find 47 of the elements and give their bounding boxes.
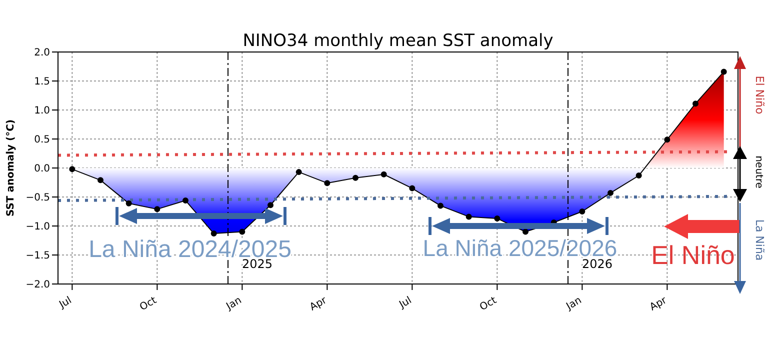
x-tick-label: Jul — [396, 295, 414, 312]
x-tick-label: Jan — [224, 295, 244, 313]
point — [380, 171, 387, 178]
point — [438, 202, 444, 209]
point — [636, 172, 642, 179]
chart-title: NINO34 monthly mean SST anomaly — [242, 31, 554, 51]
point — [324, 180, 330, 186]
point — [210, 230, 217, 237]
y-tick-label: 0.0 — [34, 164, 50, 175]
point — [692, 100, 698, 107]
point — [579, 208, 586, 214]
point — [608, 190, 614, 196]
point — [522, 228, 528, 235]
x-tick-label: Oct — [138, 295, 159, 314]
point — [239, 228, 246, 235]
point — [126, 200, 132, 206]
y-tick-label: −0.5 — [26, 192, 50, 204]
ref-line-label: 2026 — [582, 257, 613, 271]
point — [296, 169, 302, 176]
point — [494, 215, 500, 222]
point — [154, 206, 160, 212]
y-tick-label: 2.0 — [34, 48, 50, 59]
annotation: El Niño — [651, 240, 735, 270]
x-tick-label: Apr — [308, 294, 330, 314]
point — [268, 202, 274, 208]
y-tick-label: 1.0 — [34, 106, 50, 117]
y-tick-label: 0.5 — [34, 134, 50, 146]
text: La Niña — [753, 219, 766, 261]
point — [409, 185, 416, 192]
y-tick-label: 1.5 — [34, 76, 50, 88]
text: El Niño — [753, 76, 766, 115]
point — [69, 166, 76, 172]
point — [182, 197, 188, 204]
point — [720, 68, 727, 75]
point — [664, 136, 670, 143]
y-tick-label: −1.0 — [26, 222, 50, 233]
text: neutre — [753, 156, 764, 188]
y-tick-label: −2.0 — [26, 280, 50, 291]
point — [466, 214, 472, 220]
point — [98, 177, 104, 184]
x-tick-label: Jan — [564, 295, 584, 313]
x-tick-label: Jul — [56, 295, 74, 312]
y-tick-label: −1.5 — [26, 250, 50, 262]
point — [352, 174, 358, 181]
y-axis-title: SST anomaly (°C) — [6, 119, 17, 217]
x-tick-label: Apr — [648, 294, 670, 314]
x-tick-label: Oct — [478, 295, 499, 314]
